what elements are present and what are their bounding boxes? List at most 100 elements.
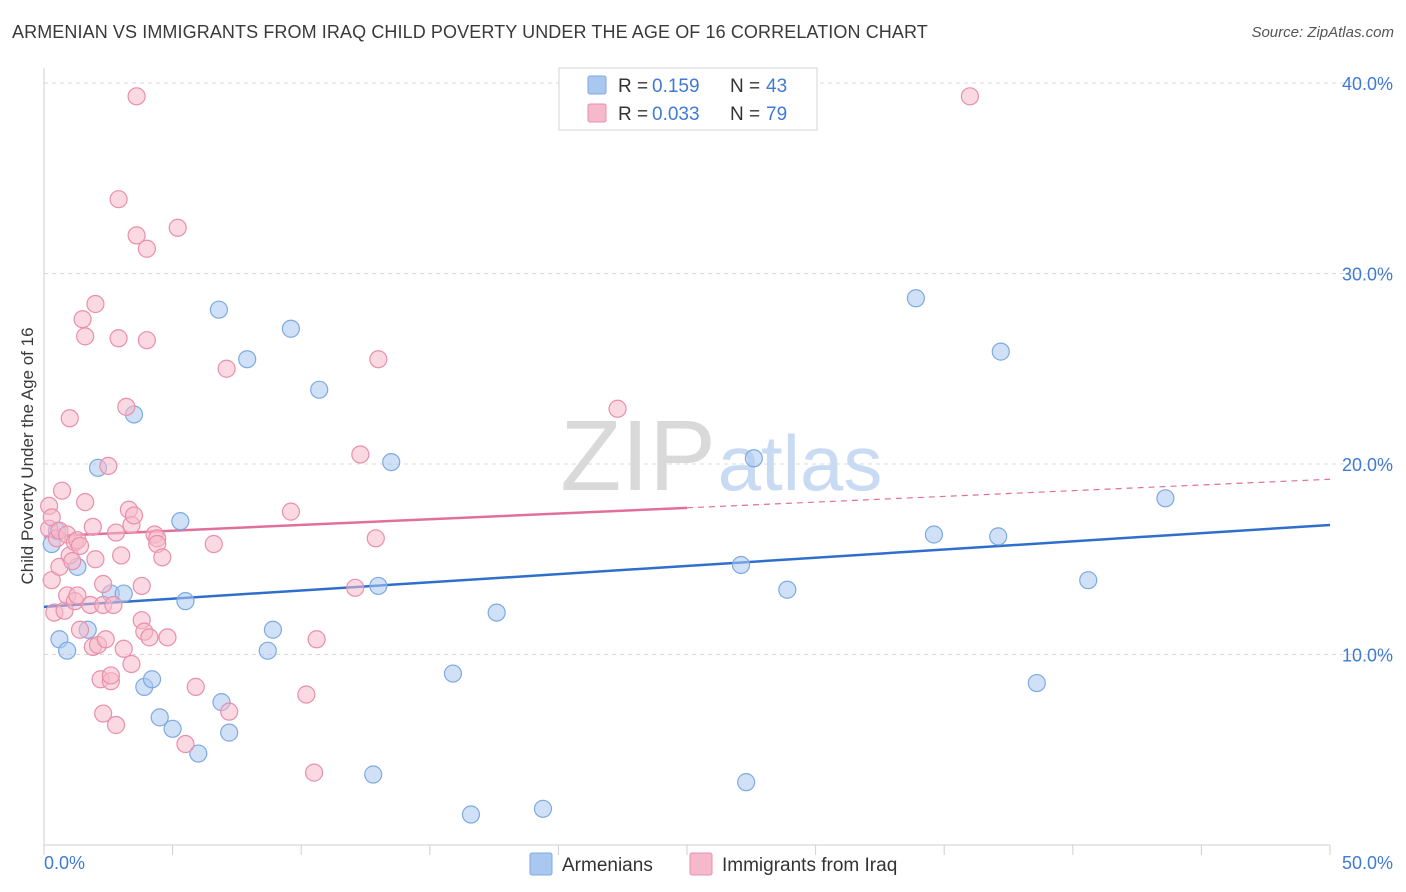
iraq-point-60 — [153, 548, 172, 567]
armenians-point-8 — [114, 584, 133, 603]
armenians-point-36 — [906, 289, 926, 308]
iraq-point-14 — [63, 552, 82, 571]
iraq-point-64 — [186, 677, 205, 696]
iraq-point-50 — [127, 226, 146, 245]
series-legend-swatch-iraq — [689, 852, 713, 876]
iraq-point-74 — [366, 529, 385, 548]
armenians-point-3 — [58, 641, 77, 660]
iraq-point-48 — [122, 654, 141, 674]
iraq-point-41 — [109, 329, 128, 348]
grid-layer — [44, 82, 1392, 655]
armenians-point-17 — [209, 300, 228, 319]
source-label: Source: ZipAtlas.com — [1251, 24, 1394, 41]
armenians-point-33 — [737, 773, 756, 792]
watermark-atlas: atlas — [718, 419, 883, 507]
armenians-point-26 — [369, 576, 388, 596]
armenians-point-29 — [461, 805, 481, 824]
stats-legend-swatch-armenians — [587, 75, 607, 95]
armenians-point-41 — [1079, 571, 1098, 590]
iraq-point-39 — [106, 523, 126, 542]
iraq-point-68 — [281, 502, 301, 521]
stats-legend-r-value-0: 0.159 — [652, 76, 700, 97]
series-legend-swatch-armenians — [529, 852, 553, 876]
iraq-point-35 — [99, 456, 118, 476]
iraq-point-49 — [124, 506, 144, 525]
iraq-point-51 — [132, 576, 151, 596]
y-tick-label-40: 40.0% — [1342, 74, 1393, 94]
armenians-point-13 — [163, 719, 182, 738]
armenians-point-11 — [142, 670, 162, 689]
points-layer — [40, 87, 1175, 824]
iraq-point-23 — [76, 327, 95, 346]
stats-legend-r-label-1: R = — [618, 104, 648, 125]
iraq-point-65 — [204, 534, 223, 554]
iraq-point-2 — [42, 508, 61, 527]
stats-legend-r-label-0: R = — [618, 76, 648, 97]
iraq-point-27 — [86, 294, 105, 314]
armenians-point-35 — [778, 580, 797, 599]
watermark-zip: ZIP — [560, 400, 716, 512]
armenians-point-25 — [364, 765, 383, 784]
iraq-point-70 — [304, 763, 324, 782]
y-tick-label-10: 10.0% — [1342, 646, 1393, 666]
y-axis-label: Child Poverty Under the Age of 16 — [18, 327, 37, 584]
iraq-point-69 — [297, 685, 316, 704]
iraq-point-75 — [369, 350, 388, 369]
series-legend: Armenians Immigrants from Iraq — [529, 852, 897, 876]
iraq-point-62 — [168, 218, 187, 237]
iraq-point-20 — [70, 620, 90, 639]
iraq-point-43 — [112, 546, 131, 565]
iraq-point-63 — [176, 734, 195, 754]
iraq-point-37 — [101, 666, 120, 685]
iraq-point-19 — [70, 536, 90, 556]
iraq-point-42 — [109, 190, 128, 209]
y-tick-label-20: 20.0% — [1342, 455, 1393, 475]
iraq-point-13 — [60, 409, 79, 428]
armenians-point-16 — [189, 744, 208, 763]
x-tick-label-max: 50.0% — [1342, 853, 1393, 873]
armenians-point-15 — [176, 592, 195, 611]
iraq-point-55 — [137, 239, 156, 258]
iraq-point-71 — [307, 630, 326, 649]
iraq-point-78 — [127, 87, 146, 106]
armenians-point-23 — [281, 319, 301, 338]
iraq-point-40 — [106, 715, 126, 735]
stats-legend-n-value-1: 79 — [766, 104, 787, 125]
iraq-point-31 — [94, 704, 113, 723]
armenians-point-12 — [150, 708, 169, 727]
armenians-point-14 — [171, 512, 190, 531]
stats-legend-n-label-0: N = — [730, 76, 760, 97]
iraq-point-73 — [351, 445, 370, 464]
armenians-point-20 — [238, 350, 257, 369]
trend-line-0 — [43, 523, 1331, 609]
stats-legend-n-value-0: 43 — [766, 76, 787, 97]
x-tick-label-min: 0.0% — [44, 853, 85, 873]
iraq-point-77 — [960, 87, 980, 106]
stats-legend-r-value-1: 0.033 — [652, 104, 700, 125]
iraq-point-8 — [52, 481, 72, 500]
iraq-point-54 — [137, 331, 156, 350]
watermark: ZIP atlas — [560, 400, 882, 512]
armenians-point-42 — [1156, 489, 1175, 508]
iraq-point-3 — [42, 571, 61, 590]
iraq-point-72 — [346, 578, 365, 597]
armenians-point-21 — [258, 641, 277, 660]
armenians-point-34 — [744, 449, 763, 468]
axis-layer — [43, 68, 1331, 855]
armenians-point-38 — [989, 527, 1008, 546]
iraq-point-56 — [140, 628, 159, 647]
armenians-point-37 — [924, 525, 944, 544]
stats-legend-swatch-iraq — [587, 103, 607, 123]
iraq-point-44 — [114, 639, 133, 658]
series-legend-label-iraq: Immigrants from Iraq — [722, 855, 897, 876]
iraq-point-17 — [68, 586, 87, 605]
series-legend-label-armenians: Armenians — [562, 855, 653, 876]
iraq-point-32 — [94, 574, 113, 594]
armenians-point-30 — [487, 603, 506, 622]
y-tick-label-30: 30.0% — [1342, 265, 1393, 285]
armenians-point-32 — [731, 555, 751, 575]
iraq-point-38 — [104, 595, 123, 615]
armenians-point-22 — [263, 620, 283, 639]
armenians-point-27 — [382, 452, 401, 472]
